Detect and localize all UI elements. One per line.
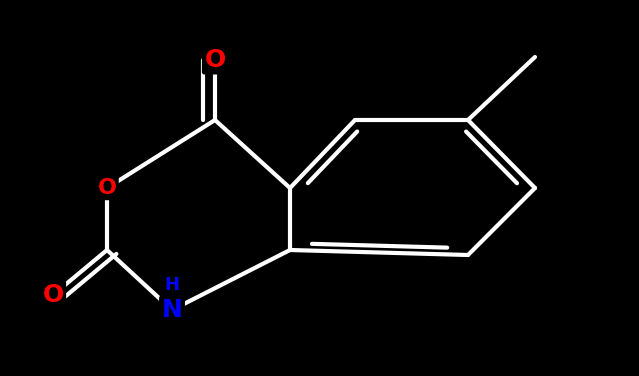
Text: O: O	[98, 178, 116, 198]
Text: N: N	[162, 298, 183, 322]
Text: H: H	[164, 276, 180, 294]
Text: O: O	[42, 283, 64, 307]
Text: O: O	[204, 48, 226, 72]
